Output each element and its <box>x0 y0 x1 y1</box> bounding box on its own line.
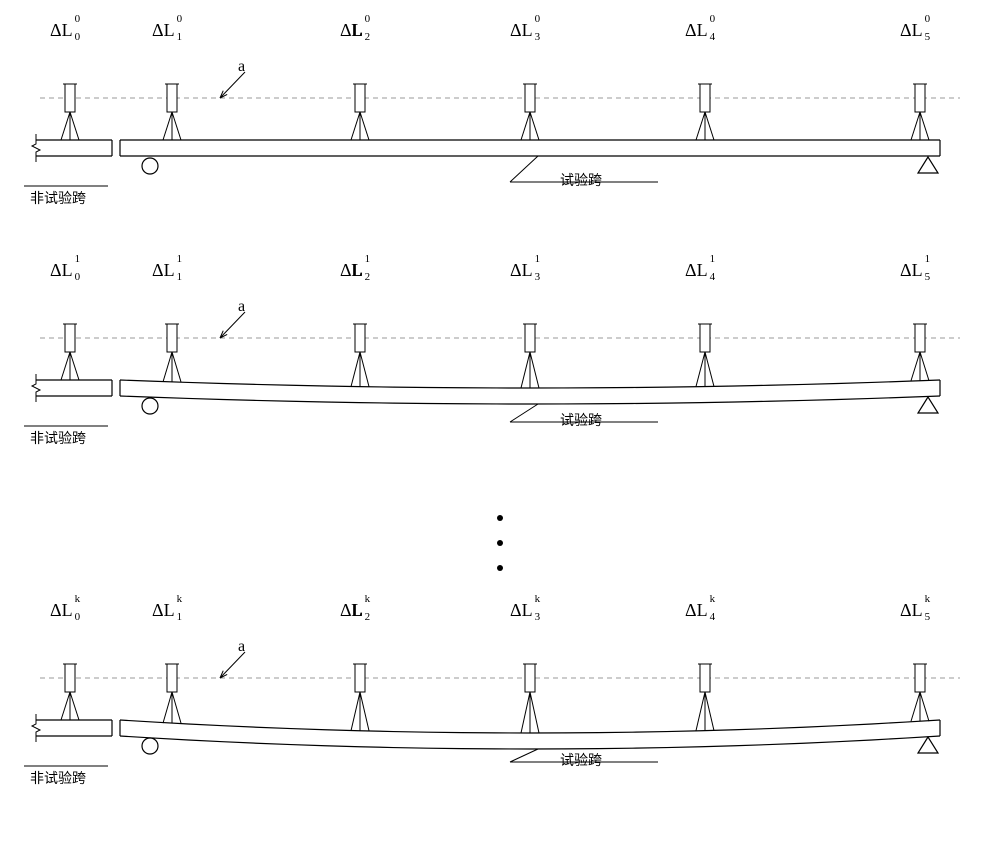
ellipsis-dot <box>497 515 503 521</box>
test-span-label: 试验跨 <box>560 750 602 770</box>
non-test-span-label: 非试验跨 <box>30 428 86 448</box>
test-span-label: 试验跨 <box>560 170 602 190</box>
ellipsis-dot <box>497 540 503 546</box>
non-test-span-label: 非试验跨 <box>30 188 86 208</box>
test-span-label: 试验跨 <box>560 410 602 430</box>
ellipsis-dot <box>497 565 503 571</box>
non-test-span-label: 非试验跨 <box>30 768 86 788</box>
